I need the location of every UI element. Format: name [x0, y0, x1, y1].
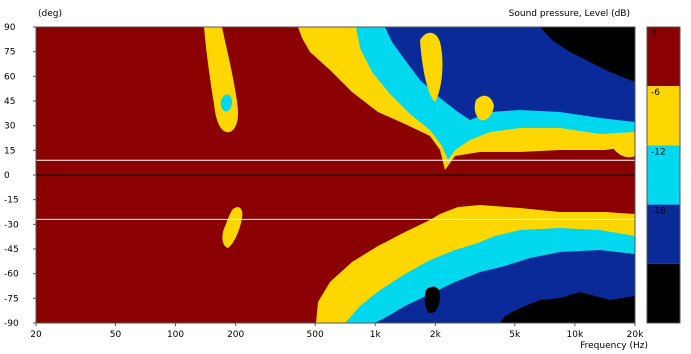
y-tick-label: -75: [4, 294, 19, 304]
colorbar: 0 -6 -12 -18 -24: [646, 26, 681, 324]
y-tick-label: -30: [4, 220, 19, 230]
y-tick-label: 45: [4, 97, 15, 107]
reference-lines: [36, 159, 635, 220]
colorbar-label: -6: [651, 88, 660, 98]
x-tick-label: 200: [227, 330, 244, 340]
y-tick-label: -45: [4, 245, 19, 255]
contour-upper-black: [455, 27, 635, 82]
x-axis: 20 50 100 200 500 1k 2k 5k 10k 20k: [30, 323, 644, 340]
x-tick-label: 500: [307, 330, 324, 340]
contour-lowfreq-lower-yellow: [222, 207, 243, 248]
x-tick-label: 20k: [627, 330, 644, 340]
y-tick-label: -90: [4, 319, 19, 329]
contour-upper-yellow-spot: [474, 95, 494, 121]
contour-upper-yellow-edge: [612, 133, 635, 158]
colorbar-label: -24: [651, 266, 666, 276]
colorbar-label: -12: [651, 147, 666, 157]
contour-lower-black: [500, 292, 635, 323]
y-tick-label: 0: [4, 171, 10, 181]
x-tick-label: 20: [30, 330, 42, 340]
y-tick-label: 75: [4, 48, 15, 58]
y-tick-label: -15: [4, 196, 19, 206]
contour-lower-black-spot: [424, 286, 440, 314]
colorbar-segment: [647, 145, 680, 205]
colorbar-segment: [647, 27, 680, 87]
x-tick-label: 1k: [370, 330, 382, 340]
y-tick-label: 30: [4, 122, 16, 132]
contour-lower-cyan-spot: [492, 242, 508, 260]
colorbar-frame: [646, 26, 681, 324]
y-tick-label: 15: [4, 146, 15, 156]
colorbar-segment: [647, 204, 680, 264]
y-axis: 90 75 60 45 30 15 0 -15 -30 -45 -60 -75 -90: [4, 23, 36, 329]
x-axis-label: Frequency (Hz): [580, 341, 648, 351]
colorbar-label: -18: [651, 207, 666, 217]
x-tick-label: 50: [110, 330, 122, 340]
x-tick-label: 5k: [509, 330, 521, 340]
y-tick-label: -60: [4, 270, 19, 280]
y-tick-label: 60: [4, 72, 16, 82]
contour-lowfreq-upper-cyan: [220, 94, 232, 112]
contour-upper-yellow-finger: [420, 32, 443, 102]
colorbar-label: 0: [651, 29, 657, 39]
y-tick-label: 90: [4, 23, 16, 33]
colorbar-segment: [647, 263, 680, 323]
y-axis-label: (deg): [38, 9, 62, 19]
x-tick-label: 2k: [430, 330, 442, 340]
x-tick-label: 100: [167, 330, 184, 340]
colorbar-segment: [647, 86, 680, 146]
chart-title: Sound pressure, Level (dB): [509, 9, 630, 19]
contour-layer: [204, 27, 635, 323]
x-tick-label: 10k: [567, 330, 584, 340]
